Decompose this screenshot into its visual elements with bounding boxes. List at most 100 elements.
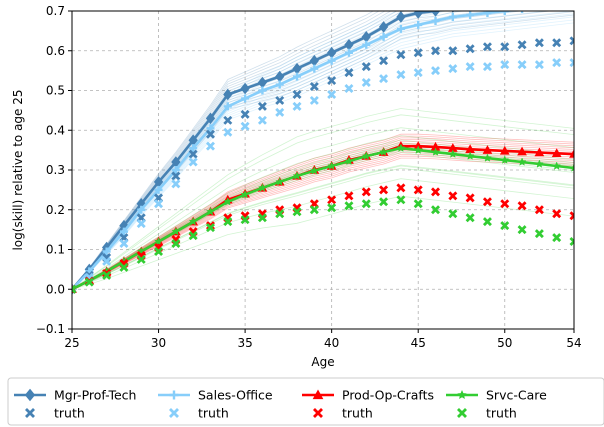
cross-marker [344, 201, 354, 211]
cross-marker [500, 221, 510, 231]
ensemble-line [72, 11, 554, 290]
star-marker [552, 161, 562, 170]
cross-marker [396, 70, 406, 80]
y-tick-label: 0.0 [46, 282, 65, 296]
cross-marker [552, 233, 562, 243]
cross-marker [465, 44, 475, 54]
plus-marker [258, 86, 267, 95]
legend-frame [7, 377, 604, 426]
cross-marker [517, 201, 527, 211]
cross-marker [361, 187, 371, 197]
cross-marker [240, 215, 250, 225]
plus-marker [466, 11, 475, 19]
cross-marker [379, 56, 389, 66]
star-marker [413, 145, 423, 154]
triangle-marker [517, 146, 527, 156]
cross-marker [275, 209, 285, 219]
diamond-marker [535, 0, 543, 2]
cross-marker [327, 89, 337, 99]
cross-marker [102, 270, 112, 280]
y-tick-label: 0.4 [46, 123, 65, 137]
star-marker [154, 236, 164, 246]
ensemble-line [72, 114, 574, 290]
diamond-marker [501, 0, 509, 6]
cross-marker [240, 121, 250, 131]
cross-marker [465, 193, 475, 203]
legend-label: truth [54, 406, 85, 421]
cross-marker [102, 268, 112, 278]
truth-series [72, 195, 574, 294]
star-marker [240, 189, 250, 199]
cross-marker [240, 109, 250, 119]
star-marker [257, 183, 267, 192]
truth-markers [72, 36, 574, 294]
cross-marker [292, 89, 302, 99]
x-tick-label: 40 [324, 336, 339, 350]
plus-marker [344, 48, 353, 57]
ensemble-line [72, 155, 574, 290]
plus-marker [154, 185, 163, 194]
cross-marker [171, 239, 181, 249]
plus-marker [189, 144, 198, 153]
plus-marker [293, 72, 302, 81]
cross-marker [136, 219, 146, 229]
plus-marker [275, 80, 284, 89]
cross-marker [413, 199, 423, 209]
cross-marker [431, 187, 441, 197]
cross-marker [552, 38, 562, 48]
cross-marker [205, 221, 215, 231]
cross-marker [327, 76, 337, 86]
cross-marker [361, 199, 371, 209]
triangle-marker [312, 389, 324, 400]
cross-marker [309, 95, 319, 105]
diamond-marker [430, 11, 441, 17]
cross-marker [482, 42, 492, 52]
cross-marker [569, 36, 574, 46]
plus-marker [553, 1, 561, 9]
legend-label: truth [198, 406, 229, 421]
cross-marker [482, 62, 492, 72]
legend-item: Srvc-Care [446, 388, 547, 403]
triangle-marker [551, 148, 562, 158]
star-marker [327, 161, 337, 170]
star-marker [482, 153, 492, 162]
plus-marker [223, 102, 232, 111]
x-tick-label: 45 [411, 336, 426, 350]
cross-marker [188, 149, 198, 159]
y-tick-label: 0.5 [46, 84, 65, 98]
plus-marker [431, 16, 440, 25]
cross-marker [448, 191, 458, 201]
truth-series [72, 58, 574, 294]
plus-marker [483, 11, 492, 17]
cross-marker [379, 197, 389, 207]
star-marker [500, 155, 510, 164]
plus-marker [448, 12, 457, 21]
plus-marker [500, 11, 509, 15]
star-marker [275, 177, 285, 186]
cross-marker [517, 40, 527, 50]
ensemble-line [72, 16, 574, 290]
star-marker [223, 197, 233, 206]
ensemble-line [72, 11, 380, 290]
star-marker [431, 147, 440, 156]
cross-marker [102, 256, 112, 266]
legend-item: truth [169, 406, 229, 421]
cross-marker [257, 115, 267, 125]
y-tick-label: −0.1 [36, 322, 65, 336]
x-tick-label: 25 [64, 336, 79, 350]
star-marker [309, 166, 319, 175]
cross-marker [396, 183, 406, 193]
diamond-marker [205, 112, 216, 125]
cross-marker [569, 237, 574, 247]
truth-series [72, 36, 574, 294]
plus-marker [362, 40, 371, 49]
cross-marker [188, 231, 198, 241]
cross-marker [431, 205, 441, 215]
plus-marker [171, 166, 180, 174]
plus-marker [396, 24, 405, 33]
x-tick-label: 50 [497, 336, 512, 350]
cross-marker [188, 157, 198, 167]
cross-marker [205, 129, 215, 139]
cross-marker [257, 101, 267, 111]
axis-ticks: 25 30 35 40 45 50 54 −0.1 0.0 0.1 0.2 0.3 0.4 0.5 0.6 0… [36, 4, 582, 350]
